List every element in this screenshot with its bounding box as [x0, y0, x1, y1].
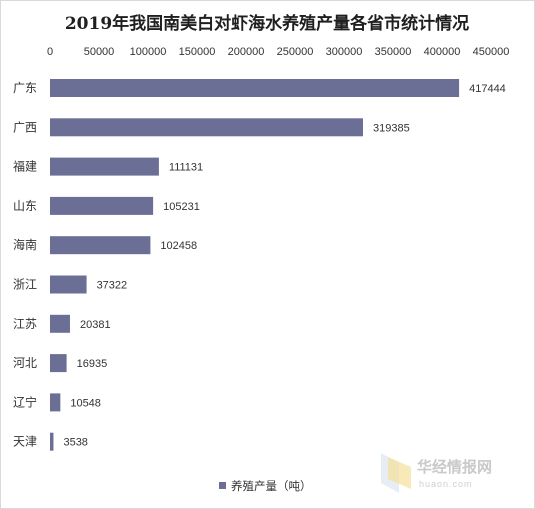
x-tick-label: 450000 — [473, 46, 510, 58]
x-tick-label: 350000 — [375, 46, 412, 58]
data-label: 319385 — [373, 122, 410, 134]
x-axis-ticks: 0 50000 100000 150000 200000 250000 300000 3500… — [47, 46, 509, 58]
bar — [50, 393, 61, 412]
legend-swatch — [219, 482, 226, 489]
watermark-url: huaon.com — [419, 479, 473, 489]
legend[interactable]: 养殖产量（吨） — [219, 479, 312, 493]
watermark: 华经情报网 huaon.com — [381, 453, 492, 493]
bar — [50, 236, 151, 255]
category-label: 山东 — [13, 199, 37, 213]
category-label: 河北 — [13, 356, 37, 370]
category-label: 天津 — [13, 435, 37, 449]
legend-label: 养殖产量（吨） — [231, 479, 312, 493]
bar — [50, 79, 460, 97]
data-label: 16935 — [77, 358, 108, 370]
bar — [50, 118, 363, 137]
watermark-name: 华经情报网 — [417, 458, 492, 476]
x-tick-label: 0 — [47, 46, 53, 58]
bar — [50, 354, 67, 373]
x-tick-label: 300000 — [326, 46, 363, 58]
category-label: 江苏 — [13, 317, 37, 331]
data-label: 105231 — [163, 201, 200, 213]
data-label: 10548 — [70, 397, 101, 409]
chart-title: 2019年我国南美白对虾海水养殖产量各省市统计情况 — [65, 13, 469, 34]
data-label: 111131 — [169, 162, 203, 174]
bar — [50, 275, 87, 294]
x-tick-label: 400000 — [424, 46, 461, 58]
category-label: 辽宁 — [13, 394, 37, 409]
category-label: 广西 — [13, 120, 37, 134]
bar — [50, 314, 70, 333]
category-label: 广东 — [13, 81, 37, 95]
x-tick-label: 100000 — [130, 46, 167, 58]
category-label: 福建 — [13, 159, 37, 174]
data-label: 3538 — [63, 437, 87, 449]
watermark-logo-icon — [381, 453, 411, 493]
x-tick-label: 150000 — [179, 46, 216, 58]
data-label: 37322 — [97, 280, 128, 292]
x-tick-label: 250000 — [277, 46, 314, 58]
data-labels: 417444 319385 111131 105231 102458 37322 20381… — [63, 83, 505, 449]
bar — [50, 157, 159, 176]
data-label: 102458 — [160, 240, 197, 252]
x-tick-label: 50000 — [84, 46, 115, 58]
category-label: 海南 — [13, 237, 37, 252]
data-label: 20381 — [80, 319, 111, 331]
data-label: 417444 — [469, 83, 506, 95]
bar — [50, 196, 154, 215]
bar — [50, 432, 54, 451]
bars — [50, 79, 460, 451]
category-label: 浙江 — [13, 278, 37, 292]
x-tick-label: 200000 — [228, 46, 265, 58]
